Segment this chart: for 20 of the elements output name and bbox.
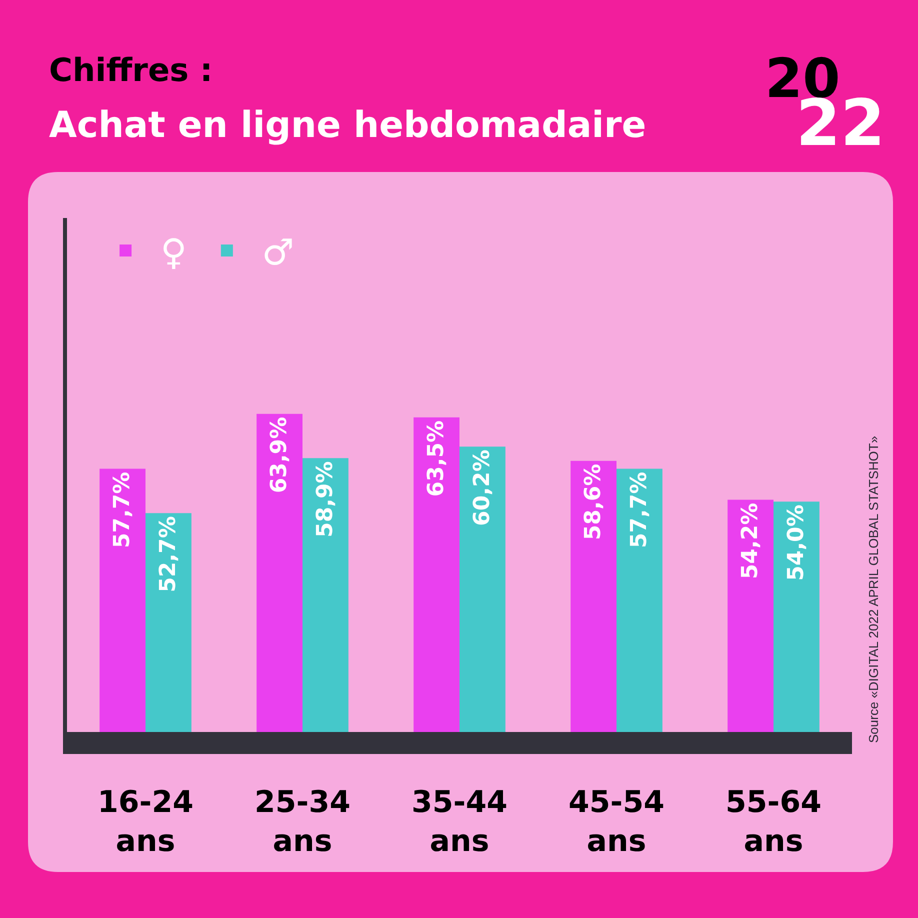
x-tick-label: 45-54 ans [568, 785, 664, 859]
data-label: 60,2% [470, 450, 495, 526]
source-note: Source «DIGITAL 2022 APRIL GLOBAL STATSHOT» [866, 436, 881, 743]
x-tick-label: 25-34 ans [254, 785, 350, 859]
chart-subtitle: Achat en ligne hebdomadaire [49, 105, 646, 146]
x-tick-label: 16-24 ans [98, 785, 194, 859]
data-label: 58,9% [312, 461, 338, 538]
data-label: 54,2% [738, 502, 764, 580]
data-label: 63,5% [424, 420, 450, 497]
data-label: 54,0% [784, 504, 809, 581]
data-label: 57,7% [626, 472, 652, 548]
data-label: 52,7% [156, 516, 181, 592]
legend-label: ♂ [262, 232, 294, 274]
data-label: 58,6% [581, 464, 606, 540]
data-label: 57,7% [110, 472, 136, 548]
x-tick-label: 55-64 ans [726, 785, 822, 859]
data-label: 63,9% [267, 416, 292, 494]
chart-title: Chiffres : [49, 51, 213, 89]
x-tick-label: 35-44 ans [412, 785, 508, 859]
legend-label: ♀ [160, 232, 187, 274]
